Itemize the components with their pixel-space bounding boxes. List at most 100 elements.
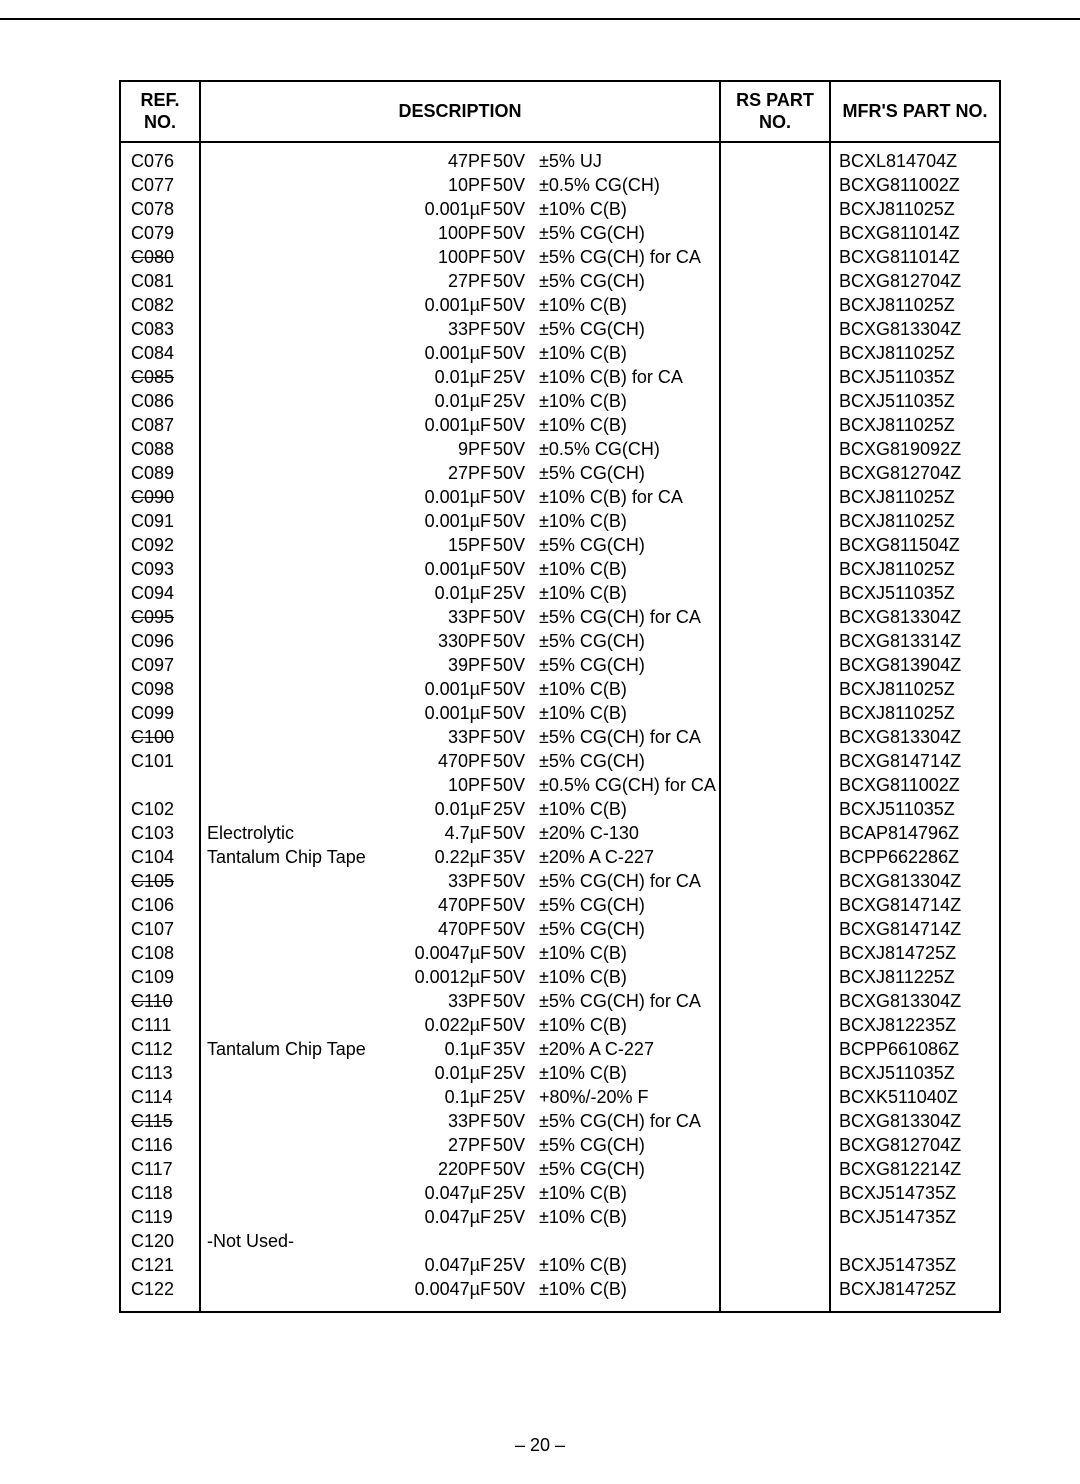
mfr-part-no: BCXG811014Z <box>837 221 960 245</box>
ref-no: C099 <box>127 701 174 725</box>
ref-no: C118 <box>127 1181 173 1205</box>
description-line: -Not Used- <box>207 1229 713 1253</box>
ref-no: C094 <box>127 581 174 605</box>
ref-no: C100 <box>127 725 174 749</box>
description-line: 0.001µF50V±10% C(B) <box>207 557 713 581</box>
description-line: 0.022µF50V±10% C(B) <box>207 1013 713 1037</box>
ref-no: C092 <box>127 533 174 557</box>
description-line: 39PF50V±5% CG(CH) <box>207 653 713 677</box>
ref-no: C090 <box>127 485 174 509</box>
ref-no: C120 <box>127 1229 174 1253</box>
mfr-part-no: BCAP814796Z <box>837 821 959 845</box>
desc-column: 47PF50V±5% UJ10PF50V±0.5% CG(CH)0.001µF5… <box>200 142 720 1312</box>
description-line: 330PF50V±5% CG(CH) <box>207 629 713 653</box>
mfr-part-no: BCXG811014Z <box>837 245 960 269</box>
description-line: 9PF50V±0.5% CG(CH) <box>207 437 713 461</box>
description-line: 0.047µF25V±10% C(B) <box>207 1253 713 1277</box>
description-line: 0.1µF25V+80%/-20% F <box>207 1085 713 1109</box>
mfr-part-no: BCXG812214Z <box>837 1157 961 1181</box>
mfr-part-no: BCXJ811025Z <box>837 485 955 509</box>
ref-no: C080 <box>127 245 174 269</box>
description-line: 10PF50V±0.5% CG(CH) for CA <box>207 773 713 797</box>
mfr-part-no: BCXG813304Z <box>837 725 961 749</box>
description-line: 0.0012µF50V±10% C(B) <box>207 965 713 989</box>
description-line: Tantalum Chip Tape0.22µF35V±20% A C-227 <box>207 845 713 869</box>
description-line: 27PF50V±5% CG(CH) <box>207 461 713 485</box>
ref-no: C109 <box>127 965 174 989</box>
mfr-part-no: BCPP662286Z <box>837 845 959 869</box>
description-line: 0.001µF50V±10% C(B) <box>207 509 713 533</box>
mfr-part-no: BCXJ811225Z <box>837 965 955 989</box>
header-description: DESCRIPTION <box>200 81 720 142</box>
mfr-part-no: BCXJ814725Z <box>837 941 956 965</box>
ref-no: C098 <box>127 677 174 701</box>
mfr-part-no: BCXJ812235Z <box>837 1013 956 1037</box>
mfr-part-no: BCXJ511035Z <box>837 389 955 413</box>
ref-no: C108 <box>127 941 174 965</box>
mfr-part-no: BCXJ511035Z <box>837 581 955 605</box>
header-row: REF. NO. DESCRIPTION RS PART NO. MFR'S P… <box>120 81 1000 142</box>
description-line: 0.001µF50V±10% C(B) <box>207 701 713 725</box>
mfr-part-no: BCXG811002Z <box>837 173 960 197</box>
mfr-part-no: BCXJ811025Z <box>837 293 955 317</box>
mfr-part-no: BCXJ811025Z <box>837 701 955 725</box>
mfr-part-no: BCXG813304Z <box>837 869 961 893</box>
mfr-part-no: BCXG811504Z <box>837 533 960 557</box>
ref-no: C119 <box>127 1205 173 1229</box>
mfr-column: BCXL814704ZBCXG811002ZBCXJ811025ZBCXG811… <box>830 142 1000 1312</box>
mfr-part-no: BCXG814714Z <box>837 749 961 773</box>
mfr-part-no: BCXJ511035Z <box>837 1061 955 1085</box>
mfr-part-no: BCPP661086Z <box>837 1037 959 1061</box>
description-line: 470PF50V±5% CG(CH) <box>207 749 713 773</box>
description-line: 0.0047µF50V±10% C(B) <box>207 1277 713 1301</box>
mfr-part-no: BCXG819092Z <box>837 437 961 461</box>
ref-no: C081 <box>127 269 174 293</box>
description-line: 470PF50V±5% CG(CH) <box>207 917 713 941</box>
description-line: 0.001µF50V±10% C(B) <box>207 677 713 701</box>
mfr-part-no: BCXJ811025Z <box>837 677 955 701</box>
ref-no: C091 <box>127 509 174 533</box>
description-line: 0.001µF50V±10% C(B) <box>207 341 713 365</box>
rs-column <box>720 142 830 1312</box>
body-row: C076C077C078C079C080C081C082C083C084C085… <box>120 142 1000 1312</box>
description-line: 220PF50V±5% CG(CH) <box>207 1157 713 1181</box>
description-line: 0.01µF25V±10% C(B) <box>207 797 713 821</box>
description-line: 33PF50V±5% CG(CH) <box>207 317 713 341</box>
description-line: Electrolytic4.7µF50V±20% C-130 <box>207 821 713 845</box>
ref-no: C114 <box>127 1085 173 1109</box>
ref-no: C084 <box>127 341 174 365</box>
mfr-part-no: BCXG814714Z <box>837 917 961 941</box>
mfr-part-no: BCXJ811025Z <box>837 197 955 221</box>
ref-no: C111 <box>127 1013 171 1037</box>
description-line: 0.001µF50V±10% C(B) <box>207 197 713 221</box>
page-number: – 20 – <box>0 1435 1080 1456</box>
parts-table: REF. NO. DESCRIPTION RS PART NO. MFR'S P… <box>119 80 1001 1313</box>
description-line: 10PF50V±0.5% CG(CH) <box>207 173 713 197</box>
description-line: 0.001µF50V±10% C(B) <box>207 413 713 437</box>
description-line: 47PF50V±5% UJ <box>207 149 713 173</box>
ref-no: C087 <box>127 413 174 437</box>
header-mfr: MFR'S PART NO. <box>830 81 1000 142</box>
description-line: 33PF50V±5% CG(CH) for CA <box>207 1109 713 1133</box>
mfr-part-no: BCXG813304Z <box>837 989 961 1013</box>
description-line: 0.047µF25V±10% C(B) <box>207 1181 713 1205</box>
description-line: 27PF50V±5% CG(CH) <box>207 269 713 293</box>
mfr-part-no: BCXJ511035Z <box>837 365 955 389</box>
mfr-part-no: BCXG812704Z <box>837 1133 961 1157</box>
ref-no: C115 <box>127 1109 173 1133</box>
mfr-part-no: BCXG811002Z <box>837 773 960 797</box>
description-line: 27PF50V±5% CG(CH) <box>207 1133 713 1157</box>
description-line: 0.001µF50V±10% C(B) <box>207 293 713 317</box>
ref-no: C106 <box>127 893 174 917</box>
description-line: 33PF50V±5% CG(CH) for CA <box>207 725 713 749</box>
description-line: 33PF50V±5% CG(CH) for CA <box>207 869 713 893</box>
ref-no: C083 <box>127 317 174 341</box>
ref-no <box>127 773 136 797</box>
ref-no: C076 <box>127 149 174 173</box>
ref-no: C122 <box>127 1277 174 1301</box>
ref-no: C088 <box>127 437 174 461</box>
ref-no: C093 <box>127 557 174 581</box>
mfr-part-no: BCXJ511035Z <box>837 797 955 821</box>
ref-no: C078 <box>127 197 174 221</box>
ref-no: C096 <box>127 629 174 653</box>
